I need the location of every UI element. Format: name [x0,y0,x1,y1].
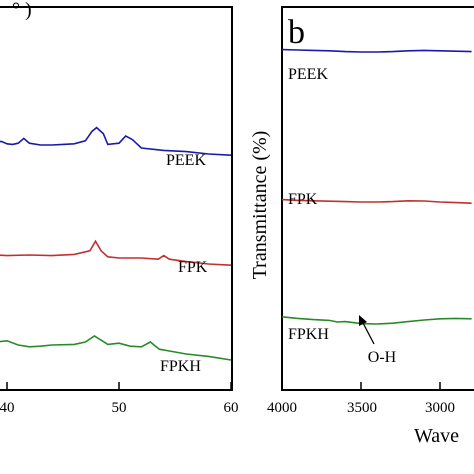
panel-a-plot [0,126,232,390]
panel-a-x-tick-label: 50 [112,400,127,416]
panel-a-x-tick-label: 40 [0,400,15,416]
panel-b-series-label-peek: PEEK [288,66,328,83]
panel-b-annotation-arrow [361,320,375,345]
panel-b-series-label-fpkh: FPKH [288,326,329,343]
panel-a-series-line-fpkh [0,335,232,361]
panel-a-frame [0,6,233,391]
panel-a-series-line-peek [0,126,232,156]
panel-b-series-line-peek [281,48,472,53]
panel-b-annotation-oh: O-H [368,349,397,366]
panel-b-series-label-fpk: FPK [288,191,318,208]
panel-b-y-axis-label: Transmittance (%) [249,131,271,280]
panel-b-x-tick-label: 3000 [425,400,455,416]
panel-b-plot [281,48,472,390]
panel-b-series-line-fpkh [281,316,472,325]
panel-a-series-label-fpkh: FPKH [160,358,201,375]
panel-b-x-axis-label: Wave [414,425,459,447]
panel-a-x-tick-label: 60 [224,400,239,416]
panel-a-series-label-peek: PEEK [166,152,206,169]
panel-b-x-tick-label: 3500 [347,400,377,416]
panel-a-series-line-fpk [0,239,232,266]
panel-b: b Transmittance (%) 4000 3500 3000 Wave … [249,6,474,447]
panel-b-annotation-arrowhead [359,315,367,326]
panel-a-series-label-fpk: FPK [178,259,208,276]
panel-b-letter: b [288,14,305,51]
panel-a: 40 50 60 ° ) PEEK FPK FPKH [0,0,239,416]
panel-b-frame [281,6,474,391]
panel-b-series-line-fpk [281,198,472,204]
panel-a-x-axis-label: ° ) [12,0,32,21]
panel-b-x-tick-label: 4000 [267,400,297,416]
